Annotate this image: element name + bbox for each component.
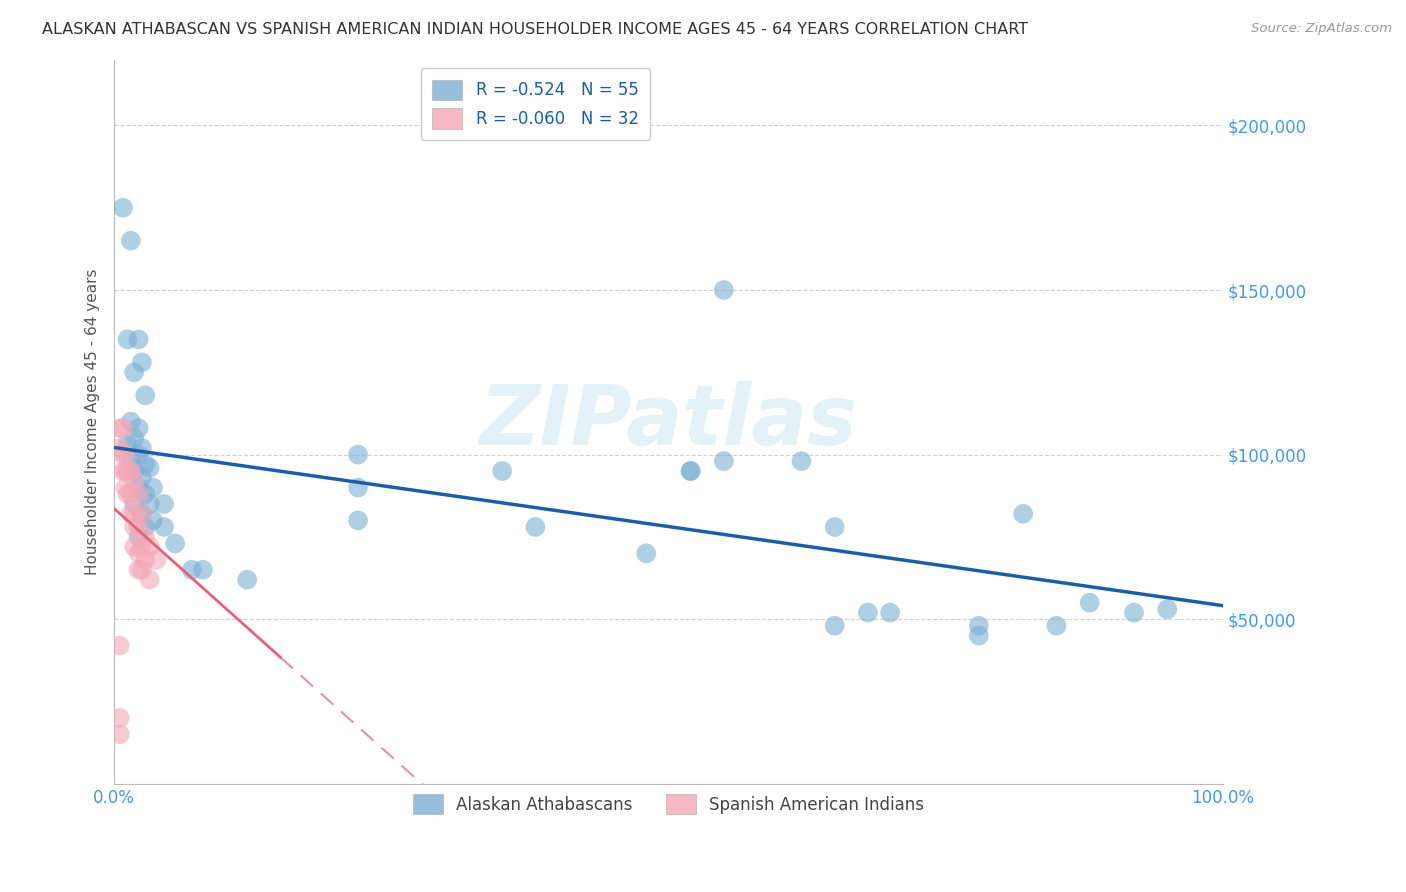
Point — [967, 619, 990, 633]
Legend: Alaskan Athabascans, Spanish American Indians: Alaskan Athabascans, Spanish American In… — [401, 782, 936, 826]
Point — [128, 332, 150, 346]
Point — [122, 365, 145, 379]
Point — [117, 438, 139, 452]
Point — [524, 520, 547, 534]
Point — [131, 441, 153, 455]
Point — [153, 520, 176, 534]
Point — [120, 464, 142, 478]
Point — [128, 520, 150, 534]
Point — [108, 727, 131, 741]
Point — [1123, 606, 1146, 620]
Point — [122, 507, 145, 521]
Point — [128, 487, 150, 501]
Point — [790, 454, 813, 468]
Point — [879, 606, 901, 620]
Point — [122, 540, 145, 554]
Point — [347, 481, 370, 495]
Point — [108, 711, 131, 725]
Point — [131, 355, 153, 369]
Point — [491, 464, 513, 478]
Point — [138, 573, 160, 587]
Point — [128, 421, 150, 435]
Point — [165, 536, 187, 550]
Point — [112, 464, 135, 478]
Point — [824, 619, 846, 633]
Text: ALASKAN ATHABASCAN VS SPANISH AMERICAN INDIAN HOUSEHOLDER INCOME AGES 45 - 64 YE: ALASKAN ATHABASCAN VS SPANISH AMERICAN I… — [42, 22, 1028, 37]
Point — [856, 606, 879, 620]
Point — [134, 530, 156, 544]
Point — [134, 388, 156, 402]
Point — [122, 464, 145, 478]
Point — [180, 563, 202, 577]
Point — [138, 460, 160, 475]
Point — [236, 573, 259, 587]
Point — [679, 464, 702, 478]
Point — [114, 464, 136, 478]
Point — [347, 448, 370, 462]
Point — [134, 553, 156, 567]
Point — [142, 513, 165, 527]
Point — [120, 415, 142, 429]
Point — [128, 546, 150, 560]
Point — [1156, 602, 1178, 616]
Point — [108, 421, 131, 435]
Point — [120, 507, 142, 521]
Point — [128, 481, 150, 495]
Point — [112, 448, 135, 462]
Point — [134, 487, 156, 501]
Point — [120, 454, 142, 468]
Point — [108, 639, 131, 653]
Point — [114, 448, 136, 462]
Point — [108, 441, 131, 455]
Point — [122, 431, 145, 445]
Point — [131, 563, 153, 577]
Text: Source: ZipAtlas.com: Source: ZipAtlas.com — [1251, 22, 1392, 36]
Point — [138, 497, 160, 511]
Point — [153, 497, 176, 511]
Point — [131, 470, 153, 484]
Point — [122, 497, 145, 511]
Point — [134, 520, 156, 534]
Point — [1078, 596, 1101, 610]
Point — [120, 234, 142, 248]
Point — [131, 507, 153, 521]
Point — [191, 563, 214, 577]
Point — [114, 481, 136, 495]
Point — [636, 546, 658, 560]
Point — [967, 629, 990, 643]
Point — [679, 464, 702, 478]
Point — [824, 520, 846, 534]
Point — [112, 421, 135, 435]
Point — [138, 540, 160, 554]
Point — [1045, 619, 1067, 633]
Point — [134, 458, 156, 472]
Point — [122, 520, 145, 534]
Text: ZIPatlas: ZIPatlas — [479, 381, 858, 462]
Point — [112, 201, 135, 215]
Point — [117, 487, 139, 501]
Point — [142, 481, 165, 495]
Point — [120, 487, 142, 501]
Point — [131, 507, 153, 521]
Point — [145, 553, 167, 567]
Point — [128, 530, 150, 544]
Point — [128, 563, 150, 577]
Point — [128, 448, 150, 462]
Point — [713, 283, 735, 297]
Point — [122, 474, 145, 488]
Point — [117, 332, 139, 346]
Point — [131, 540, 153, 554]
Y-axis label: Householder Income Ages 45 - 64 years: Householder Income Ages 45 - 64 years — [86, 268, 100, 575]
Point — [713, 454, 735, 468]
Point — [1012, 507, 1035, 521]
Point — [117, 464, 139, 478]
Point — [347, 513, 370, 527]
